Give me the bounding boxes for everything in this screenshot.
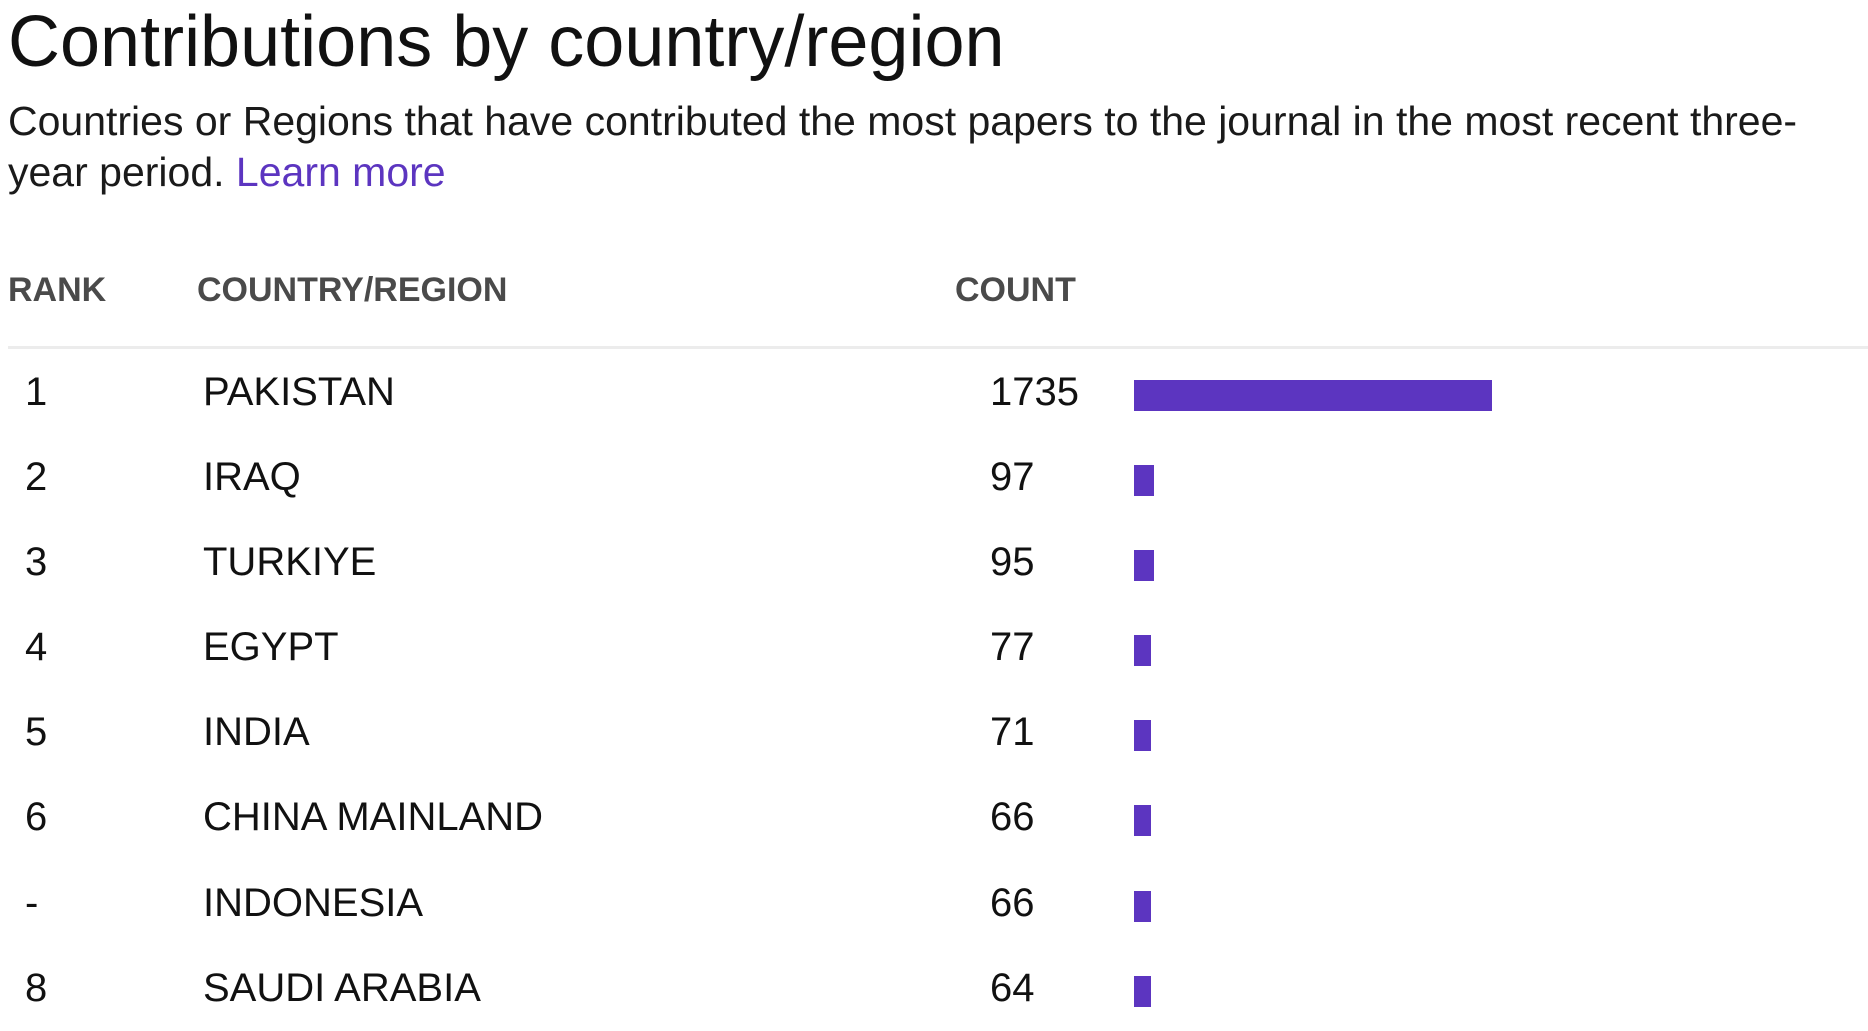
table-row: 1 PAKISTAN 1735: [0, 350, 1868, 435]
row-rank: 2: [25, 455, 48, 499]
row-country: INDIA: [203, 710, 310, 754]
table-row: 8 SAUDI ARABIA 64: [0, 946, 1868, 1031]
row-country: EGYPT: [203, 625, 339, 669]
table-row: 3 TURKIYE 95: [0, 520, 1868, 605]
table-row: 5 INDIA 71: [0, 690, 1868, 775]
table-row: 4 EGYPT 77: [0, 605, 1868, 690]
count-bar: [1134, 891, 1151, 922]
count-bar: [1134, 550, 1154, 581]
row-country: INDONESIA: [203, 881, 424, 925]
count-bar: [1134, 380, 1492, 411]
row-count: 77: [990, 625, 1035, 669]
row-rank: -: [25, 881, 39, 925]
count-bar: [1134, 635, 1151, 666]
description-text: Countries or Regions that have contribut…: [8, 98, 1798, 195]
row-count: 66: [990, 881, 1035, 925]
row-rank: 5: [25, 710, 48, 754]
table-row: - INDONESIA 66: [0, 861, 1868, 946]
row-country: TURKIYE: [203, 540, 377, 584]
row-country: IRAQ: [203, 455, 301, 499]
column-header-country: COUNTRY/REGION: [197, 271, 508, 309]
row-country: PAKISTAN: [203, 370, 395, 414]
row-rank: 3: [25, 540, 48, 584]
row-country: CHINA MAINLAND: [203, 795, 544, 839]
row-country: SAUDI ARABIA: [203, 966, 481, 1010]
row-rank: 8: [25, 966, 48, 1010]
row-count: 66: [990, 795, 1035, 839]
page-description: Countries or Regions that have contribut…: [8, 96, 1863, 198]
table-row: 6 CHINA MAINLAND 66: [0, 775, 1868, 860]
row-count: 64: [990, 966, 1035, 1010]
row-count: 1735: [990, 370, 1079, 414]
row-rank: 6: [25, 795, 48, 839]
count-bar: [1134, 976, 1151, 1007]
table-row: 2 IRAQ 97: [0, 435, 1868, 520]
column-header-rank: RANK: [8, 271, 107, 309]
row-count: 97: [990, 455, 1035, 499]
page-title: Contributions by country/region: [8, 2, 1005, 82]
row-rank: 1: [25, 370, 48, 414]
count-bar: [1134, 465, 1154, 496]
column-header-count: COUNT: [955, 271, 1076, 309]
header-divider: [8, 346, 1868, 349]
row-count: 71: [990, 710, 1035, 754]
row-count: 95: [990, 540, 1035, 584]
count-bar: [1134, 720, 1151, 751]
learn-more-link[interactable]: Learn more: [235, 149, 446, 195]
count-bar: [1134, 805, 1151, 836]
row-rank: 4: [25, 625, 48, 669]
